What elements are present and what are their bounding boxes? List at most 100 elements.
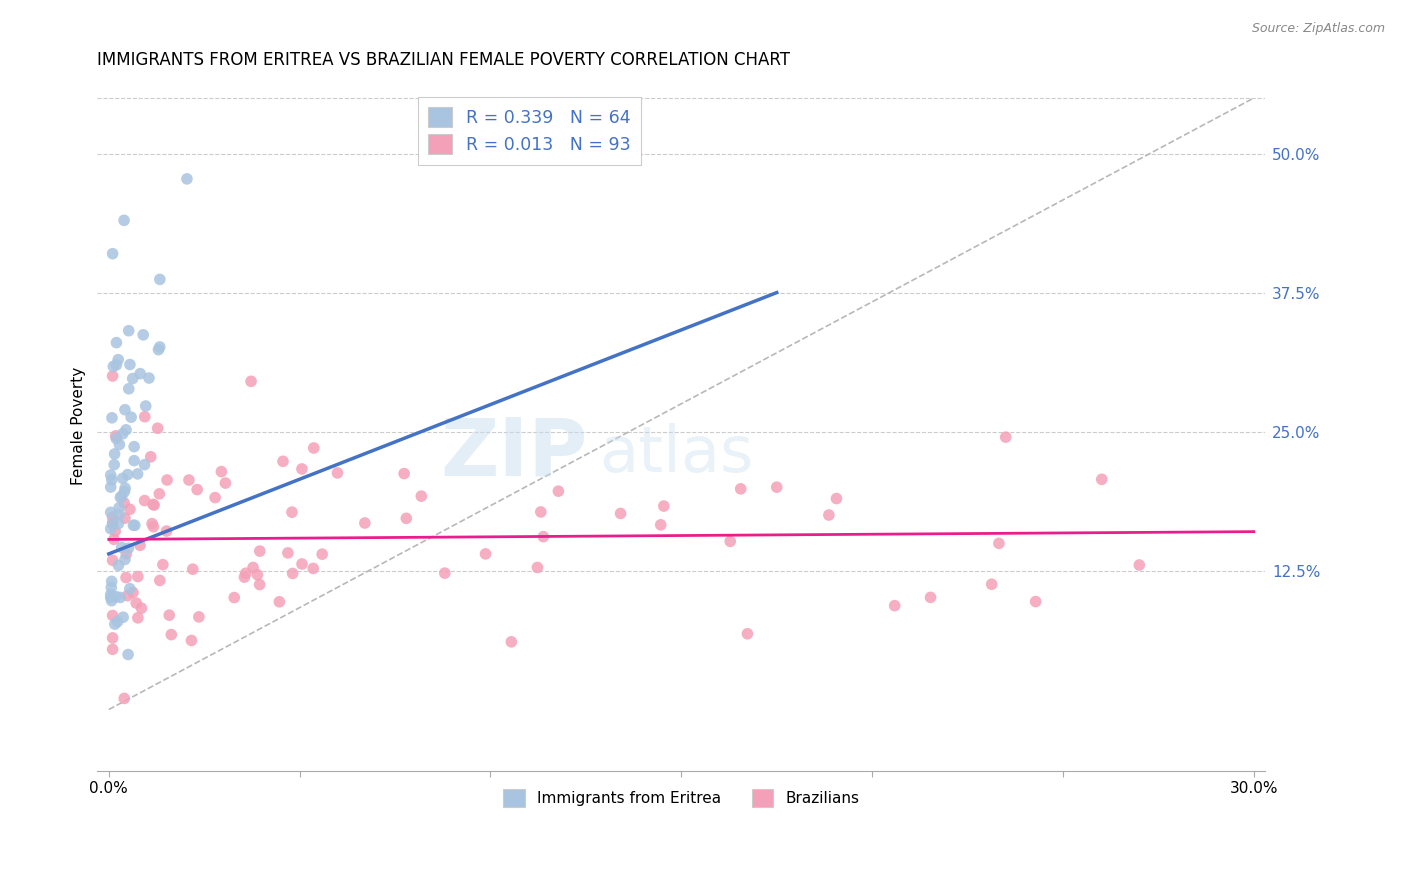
Point [281, 505, 304, 519]
Point [326, 466, 349, 480]
Point [242, 560, 264, 574]
Point [100, 468, 122, 483]
Point [135, 399, 157, 413]
Y-axis label: Female Poverty: Female Poverty [72, 367, 86, 485]
Point [105, 590, 128, 604]
Point [149, 574, 172, 588]
Point [112, 496, 135, 510]
Point [108, 591, 131, 605]
Point [411, 489, 433, 503]
Text: Source: ZipAtlas.com: Source: ZipAtlas.com [1251, 22, 1385, 36]
Point [271, 454, 294, 468]
Point [114, 481, 136, 495]
Point [155, 524, 177, 538]
Point [209, 465, 232, 479]
Point [132, 327, 155, 342]
Point [530, 505, 553, 519]
Point [100, 581, 122, 595]
Point [143, 498, 166, 512]
Point [139, 450, 162, 464]
Point [103, 359, 125, 374]
Point [1025, 594, 1047, 608]
Point [118, 358, 141, 372]
Point [249, 577, 271, 591]
Point [142, 519, 165, 533]
Point [101, 510, 124, 524]
Point [920, 591, 942, 605]
Point [127, 611, 149, 625]
Point [127, 569, 149, 583]
Point [980, 577, 1002, 591]
Point [120, 410, 142, 425]
Point [100, 574, 122, 589]
Point [111, 426, 134, 441]
Point [235, 566, 257, 581]
Point [148, 343, 170, 357]
Point [730, 482, 752, 496]
Point [107, 558, 129, 573]
Point [117, 648, 139, 662]
Point [156, 473, 179, 487]
Point [117, 541, 139, 556]
Text: ZIP: ZIP [440, 415, 588, 492]
Point [291, 557, 314, 571]
Point [994, 430, 1017, 444]
Point [118, 582, 141, 596]
Point [281, 566, 304, 581]
Point [152, 558, 174, 572]
Point [122, 518, 145, 533]
Point [181, 562, 204, 576]
Point [269, 595, 291, 609]
Point [104, 617, 127, 632]
Point [233, 570, 256, 584]
Point [122, 440, 145, 454]
Point [112, 610, 135, 624]
Point [186, 483, 208, 497]
Point [547, 484, 569, 499]
Point [474, 547, 496, 561]
Point [101, 553, 124, 567]
Point [214, 476, 236, 491]
Point [100, 593, 122, 607]
Point [765, 480, 787, 494]
Point [115, 547, 138, 561]
Point [104, 429, 127, 443]
Point [291, 462, 314, 476]
Point [354, 516, 377, 530]
Legend: Immigrants from Eritrea, Brazilians: Immigrants from Eritrea, Brazilians [496, 781, 868, 814]
Point [105, 335, 128, 350]
Point [103, 447, 125, 461]
Point [609, 507, 631, 521]
Point [224, 591, 246, 605]
Point [118, 324, 141, 338]
Point [160, 627, 183, 641]
Point [129, 367, 152, 381]
Point [127, 467, 149, 481]
Point [105, 358, 128, 372]
Point [115, 570, 138, 584]
Point [131, 601, 153, 615]
Point [110, 491, 132, 505]
Point [311, 547, 333, 561]
Point [114, 552, 136, 566]
Point [134, 458, 156, 472]
Point [101, 642, 124, 657]
Point [180, 633, 202, 648]
Point [101, 631, 124, 645]
Point [107, 352, 129, 367]
Point [105, 432, 128, 446]
Point [433, 566, 456, 581]
Point [111, 541, 134, 555]
Point [125, 596, 148, 610]
Point [187, 610, 209, 624]
Point [737, 627, 759, 641]
Point [987, 536, 1010, 550]
Point [108, 500, 131, 515]
Point [103, 533, 125, 547]
Point [302, 561, 325, 575]
Point [100, 588, 122, 602]
Point [100, 522, 122, 536]
Point [825, 491, 848, 506]
Point [107, 615, 129, 629]
Point [134, 409, 156, 424]
